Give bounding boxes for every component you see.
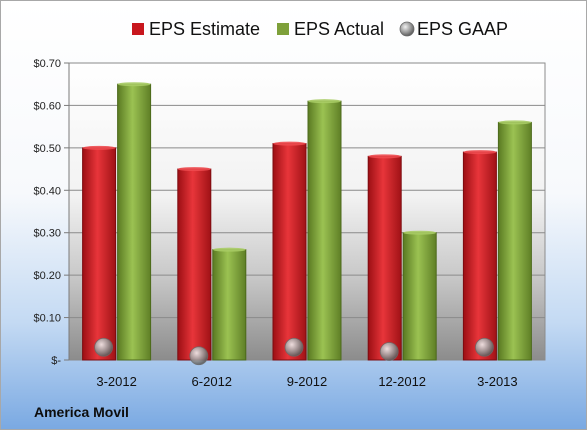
company-label: America Movil: [34, 404, 129, 420]
eps-gaap-bubble: [474, 337, 494, 357]
x-tick-label: 3-2013: [477, 374, 517, 389]
legend-swatch: [277, 23, 289, 35]
eps-estimate-bar-cap: [273, 141, 306, 146]
y-tick-label: $0.60: [33, 100, 61, 112]
eps-actual-bar: [117, 83, 152, 361]
eps-estimate-bar: [272, 143, 307, 361]
eps-actual-bar-cap: [308, 99, 341, 104]
y-tick-label: $0.40: [33, 185, 61, 197]
legend-swatch: [399, 21, 415, 37]
eps-estimate-bar: [462, 151, 497, 361]
eps-actual-bar: [402, 232, 437, 361]
y-tick-label: $0.70: [33, 58, 61, 70]
y-tick-label: $0.10: [33, 313, 61, 325]
eps-actual-bar-cap: [498, 120, 532, 125]
y-tick-label: $0.30: [33, 228, 61, 240]
eps-estimate-bar-cap: [177, 167, 211, 172]
x-tick-label: 9-2012: [287, 374, 327, 389]
eps-actual-bar: [307, 100, 342, 361]
eps-actual-bar-cap: [403, 230, 437, 235]
x-tick-label: 3-2012: [96, 374, 136, 389]
eps-estimate-bar-cap: [368, 154, 402, 159]
eps-actual-bar: [497, 121, 532, 361]
eps-estimate-bar: [82, 147, 117, 361]
eps-actual-bar-cap: [212, 247, 246, 252]
legend-label: EPS Actual: [294, 19, 384, 39]
eps-estimate-bar-cap: [463, 150, 497, 155]
eps-estimate-bar: [367, 155, 402, 361]
eps-gaap-bubble: [379, 342, 399, 361]
y-tick-label: $-: [51, 355, 61, 367]
y-tick-label: $0.20: [33, 270, 61, 282]
eps-estimate-bar: [177, 168, 212, 361]
x-tick-label: 6-2012: [192, 374, 232, 389]
x-tick-label: 12-2012: [378, 374, 426, 389]
eps-gaap-bubble: [284, 337, 304, 357]
y-tick-label: $0.50: [33, 143, 61, 155]
eps-estimate-bar-cap: [82, 145, 116, 150]
legend-swatch: [132, 23, 144, 35]
eps-actual-bar-cap: [117, 82, 151, 87]
eps-gaap-bubble: [94, 337, 113, 357]
legend-label: EPS Estimate: [149, 19, 260, 39]
legend-label: EPS GAAP: [417, 19, 508, 39]
eps-actual-bar: [212, 249, 247, 361]
eps-gaap-bubble: [189, 346, 209, 366]
